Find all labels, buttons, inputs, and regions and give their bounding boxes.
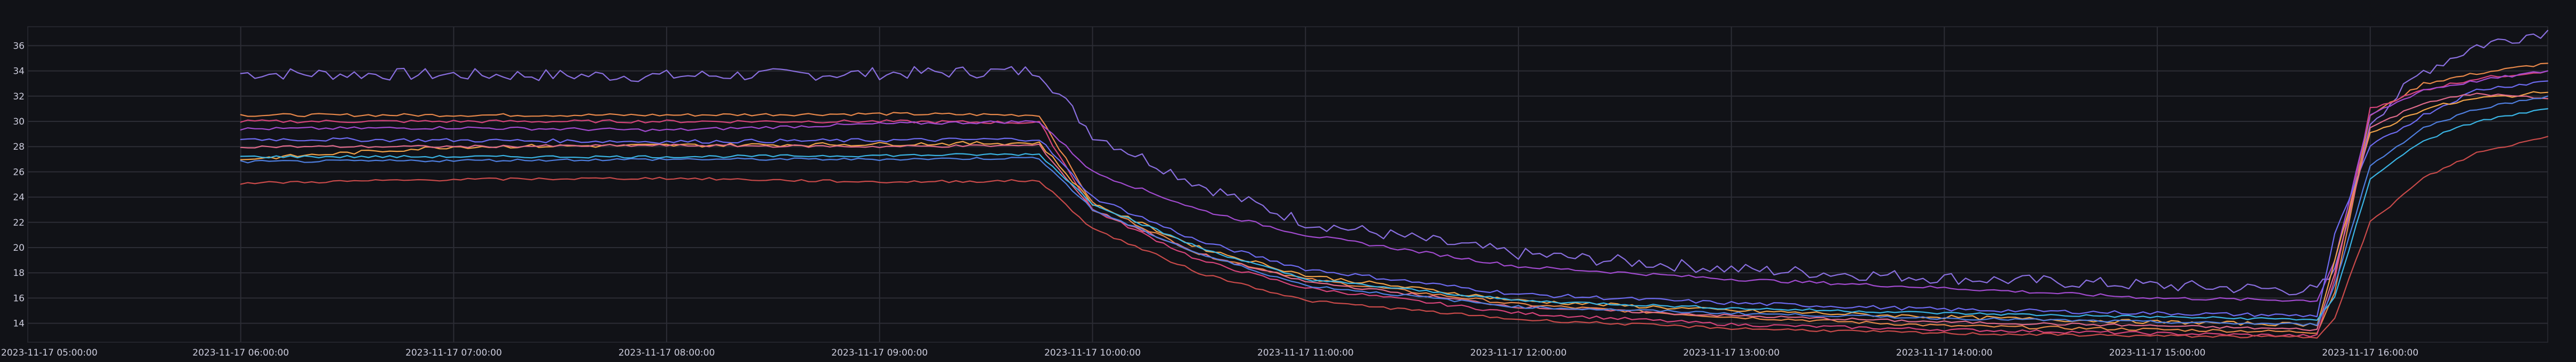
series-lines [240,29,2549,339]
series-line-1 [240,29,2549,296]
y-tick-label: 24 [13,192,25,203]
x-tick-label: 2023-11-17 16:00:00 [2322,348,2418,358]
y-tick-label: 34 [13,66,25,77]
x-tick-label: 2023-11-17 06:00:00 [192,348,289,358]
x-gridlines [240,27,2371,342]
plot-frame [27,26,2548,343]
series-line-3 [240,70,2549,337]
y-tick-label: 32 [13,91,25,102]
y-tick-label: 22 [13,218,25,228]
x-tick-label: 2023-11-17 15:00:00 [2109,348,2206,358]
series-line-4 [240,70,2549,303]
y-axis-ticks: 14 16 18 20 22 24 26 28 30 32 34 36 [13,41,25,329]
series-line-9 [240,95,2549,326]
series-line-6 [240,91,2549,327]
y-tick-label: 14 [13,319,25,329]
series-line-8 [240,108,2549,321]
x-tick-label: 2023-11-17 05:00:00 [1,348,98,358]
x-tick-label: 2023-11-17 12:00:00 [1470,348,1567,358]
y-tick-label: 18 [13,268,25,279]
x-tick-label: 2023-11-17 08:00:00 [618,348,715,358]
y-gridlines [28,45,2548,324]
x-tick-label: 2023-11-17 10:00:00 [1044,348,1141,358]
y-tick-label: 20 [13,243,25,253]
series-line-10 [240,136,2549,339]
x-tick-label: 2023-11-17 11:00:00 [1257,348,1354,358]
y-tick-label: 16 [13,293,25,304]
y-tick-label: 26 [13,167,25,178]
y-tick-label: 30 [13,117,25,127]
x-tick-label: 2023-11-17 14:00:00 [1896,348,1993,358]
y-tick-label: 28 [13,142,25,152]
series-line-7 [240,93,2549,332]
x-tick-label: 2023-11-17 07:00:00 [405,348,502,358]
y-tick-label: 36 [13,41,25,51]
x-axis-ticks: 2023-11-17 05:00:00 2023-11-17 06:00:00 20… [1,348,2418,358]
x-tick-label: 2023-11-17 13:00:00 [1683,348,1780,358]
series-line-5 [240,80,2549,318]
x-tick-label: 2023-11-17 09:00:00 [832,348,928,358]
